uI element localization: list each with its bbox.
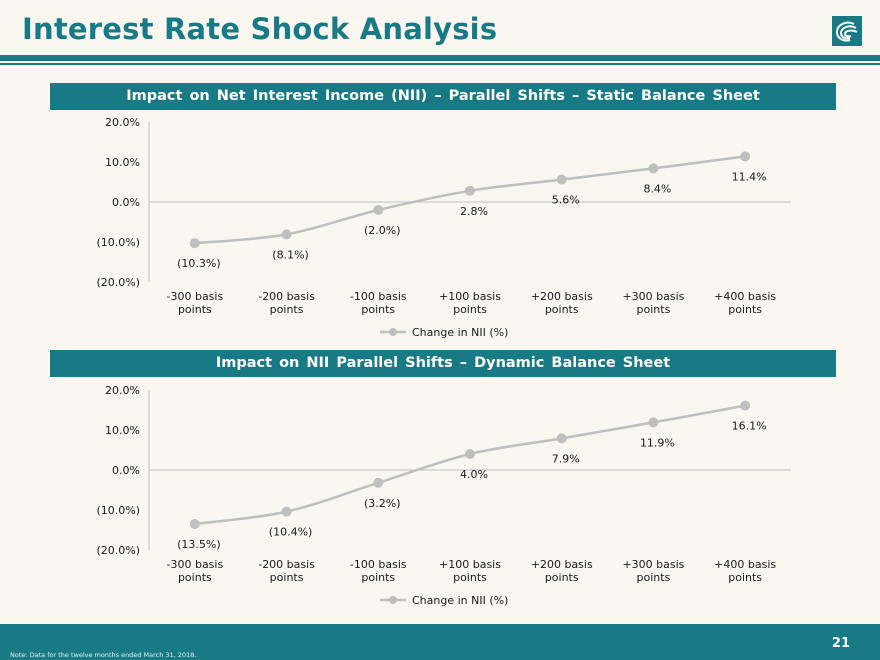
- x-tick-label: -200 basis: [258, 558, 315, 571]
- x-tick-label: -300 basis: [167, 290, 224, 303]
- data-label: 5.6%: [552, 194, 580, 207]
- data-label: (13.5%): [177, 538, 221, 551]
- legend-marker: [389, 596, 397, 604]
- header-rule: [0, 55, 880, 61]
- x-tick-label: +100 basis: [439, 290, 501, 303]
- data-label: 7.9%: [552, 452, 580, 465]
- y-tick-label: 0.0%: [112, 196, 140, 209]
- x-tick-label: points: [728, 571, 762, 584]
- data-point: [189, 519, 200, 529]
- data-point: [373, 205, 384, 215]
- y-tick-label: (10.0%): [96, 236, 140, 249]
- x-tick-label: +200 basis: [531, 290, 593, 303]
- x-tick-label: points: [178, 303, 212, 316]
- x-tick-label: points: [361, 571, 395, 584]
- legend-marker: [389, 328, 397, 336]
- data-label: (10.3%): [177, 257, 221, 270]
- x-tick-label: points: [545, 571, 579, 584]
- x-tick-label: points: [453, 571, 487, 584]
- y-tick-label: 20.0%: [105, 384, 140, 397]
- page-title: Interest Rate Shock Analysis: [22, 12, 498, 46]
- x-tick-label: +300 basis: [622, 558, 684, 571]
- series-line: [194, 404, 746, 526]
- x-tick-label: -300 basis: [167, 558, 224, 571]
- data-label: 2.8%: [460, 205, 488, 218]
- data-label: 8.4%: [643, 182, 671, 195]
- x-tick-label: +200 basis: [531, 558, 593, 571]
- x-tick-label: -100 basis: [350, 290, 407, 303]
- data-point: [556, 174, 567, 185]
- legend-label: Change in NII (%): [412, 326, 508, 339]
- y-tick-label: (20.0%): [96, 544, 140, 557]
- data-label: 11.4%: [732, 170, 767, 183]
- series-line: [194, 155, 746, 245]
- data-label: 16.1%: [732, 420, 767, 433]
- static-nii-chart: 20.0% 10.0% 0.0% (10.0%) (20.0%) -300 basis po…: [50, 112, 836, 348]
- data-point: [648, 417, 659, 428]
- data-point: [281, 229, 292, 240]
- y-tick-label: 0.0%: [112, 464, 140, 477]
- x-tick-label: +400 basis: [714, 558, 776, 571]
- x-tick-label: -100 basis: [350, 558, 407, 571]
- x-tick-label: points: [270, 303, 304, 316]
- data-point: [465, 185, 475, 196]
- y-tick-label: 20.0%: [105, 116, 140, 129]
- data-point: [740, 151, 751, 162]
- x-tick-label: points: [728, 303, 762, 316]
- data-label: (8.1%): [272, 248, 309, 261]
- y-tick-label: 10.0%: [105, 156, 140, 169]
- data-label: (2.0%): [364, 224, 401, 237]
- data-point: [465, 449, 475, 459]
- y-tick-label: 10.0%: [105, 424, 140, 437]
- data-point: [189, 238, 200, 249]
- x-tick-label: points: [178, 571, 212, 584]
- data-label: (10.4%): [269, 526, 313, 539]
- footnote: Note: Data for the twelve months ended M…: [10, 651, 197, 659]
- x-tick-label: -200 basis: [258, 290, 315, 303]
- data-label: 4.0%: [460, 468, 488, 481]
- x-tick-label: points: [637, 571, 671, 584]
- chart-1-title: Impact on Net Interest Income (NII) – Pa…: [50, 83, 836, 110]
- page-number: 21: [831, 636, 850, 651]
- x-tick-label: points: [453, 303, 487, 316]
- x-tick-label: +300 basis: [622, 290, 684, 303]
- footer-bar: 21: [0, 624, 880, 660]
- data-point: [648, 163, 659, 174]
- data-label: 11.9%: [640, 436, 675, 449]
- data-label: (3.2%): [364, 497, 401, 510]
- data-point: [556, 433, 567, 444]
- data-point: [740, 400, 751, 411]
- x-tick-label: points: [270, 571, 304, 584]
- legend-label: Change in NII (%): [412, 594, 508, 607]
- chart-2-title: Impact on NII Parallel Shifts – Dynamic …: [50, 350, 836, 377]
- x-tick-label: points: [637, 303, 671, 316]
- y-tick-label: (20.0%): [96, 276, 140, 289]
- data-point: [281, 506, 292, 517]
- header-rule-thin: [0, 63, 880, 65]
- dynamic-nii-chart: 20.0% 10.0% 0.0% (10.0%) (20.0%) -300 basis po…: [50, 380, 836, 616]
- data-point: [373, 477, 384, 488]
- company-logo-icon: [832, 16, 862, 46]
- x-tick-label: points: [545, 303, 579, 316]
- y-tick-label: (10.0%): [96, 504, 140, 517]
- x-tick-label: points: [361, 303, 395, 316]
- x-tick-label: +400 basis: [714, 290, 776, 303]
- x-tick-label: +100 basis: [439, 558, 501, 571]
